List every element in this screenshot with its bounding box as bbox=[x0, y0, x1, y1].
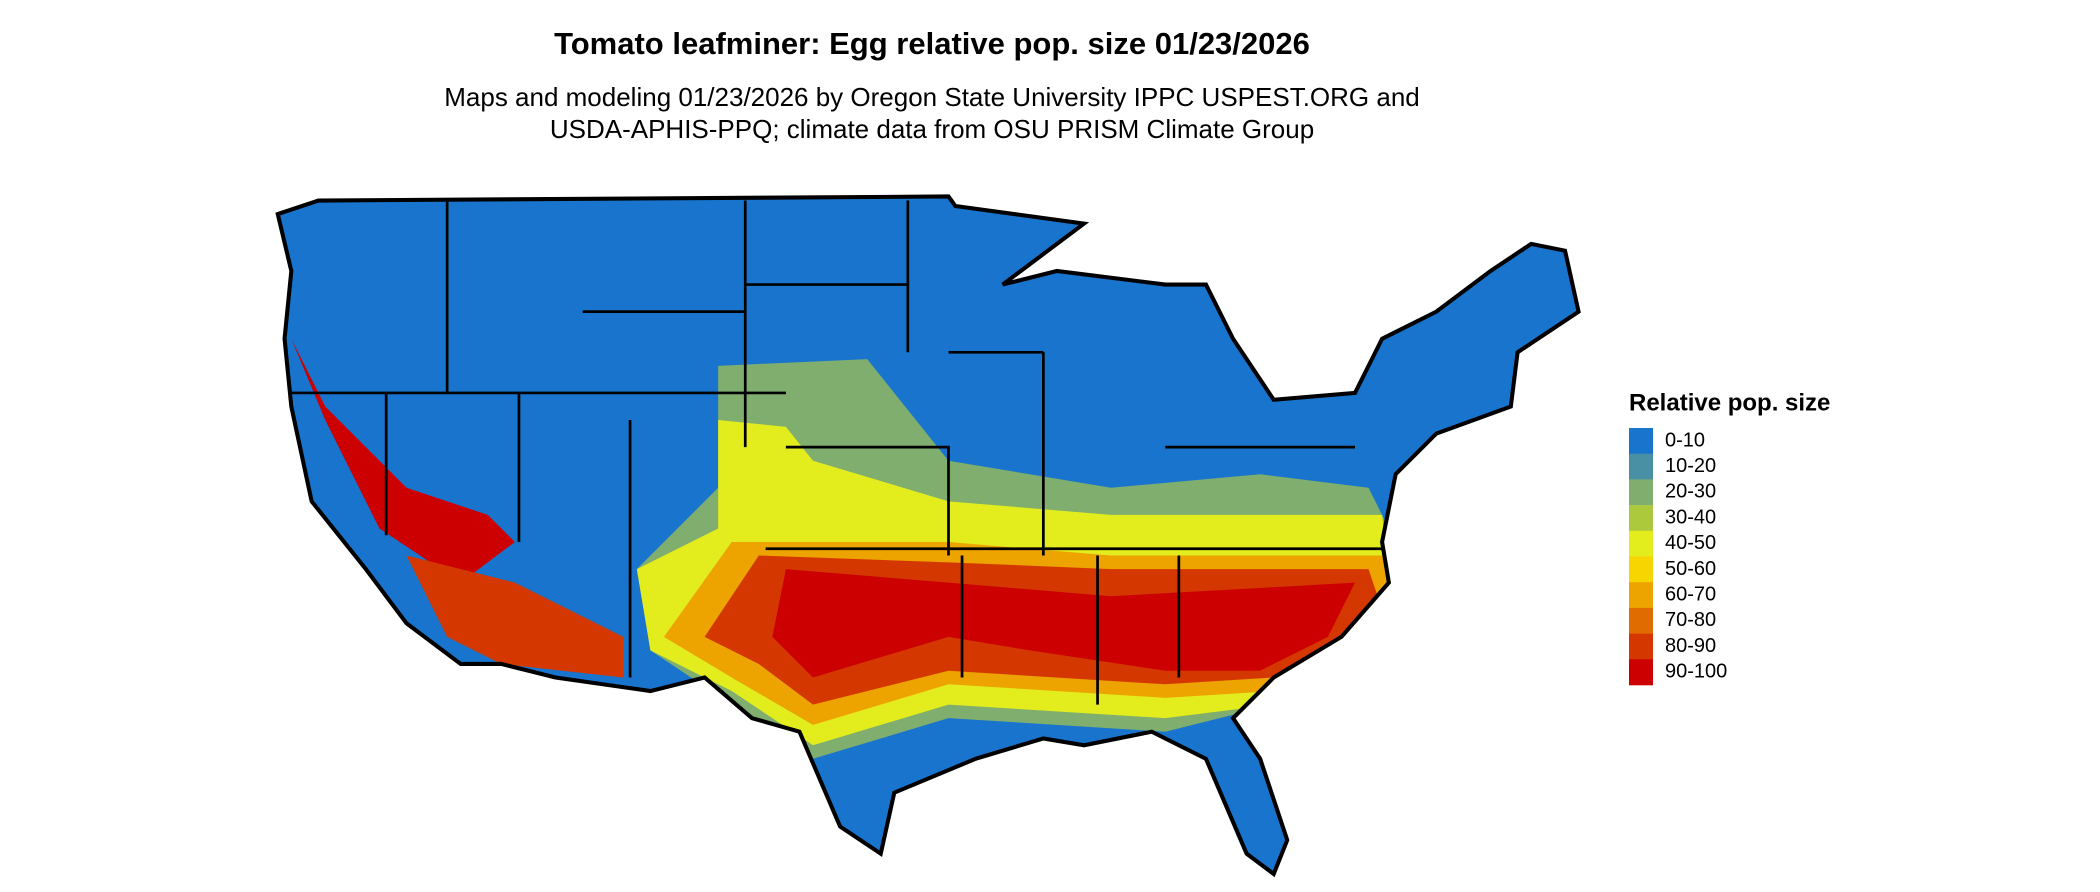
legend-label: 70-80 bbox=[1665, 609, 1716, 631]
legend-label: 90-100 bbox=[1665, 661, 1727, 683]
us-map bbox=[275, 194, 1581, 878]
legend-label: 0-10 bbox=[1665, 429, 1705, 451]
legend-swatch bbox=[1629, 479, 1653, 506]
legend-swatch bbox=[1629, 582, 1653, 609]
legend-swatch bbox=[1629, 505, 1653, 532]
legend-swatch bbox=[1629, 556, 1653, 583]
legend-swatch bbox=[1629, 428, 1653, 454]
map-subtitle: USDA-APHIS-PPQ; climate data from OSU PR… bbox=[550, 114, 1314, 144]
map-title: Tomato leafminer: Egg relative pop. size… bbox=[554, 26, 1310, 61]
legend-swatch bbox=[1629, 633, 1653, 660]
map-subtitle: Maps and modeling 01/23/2026 by Oregon S… bbox=[444, 82, 1420, 112]
legend-label: 20-30 bbox=[1665, 481, 1716, 503]
legend-label: 60-70 bbox=[1665, 583, 1716, 605]
legend-swatch bbox=[1629, 453, 1653, 480]
legend-swatch bbox=[1629, 607, 1653, 634]
legend-swatch bbox=[1629, 530, 1653, 557]
legend-title: Relative pop. size bbox=[1629, 389, 1830, 416]
legend-label: 30-40 bbox=[1665, 506, 1716, 528]
legend-label: 50-60 bbox=[1665, 558, 1716, 580]
legend-label: 80-90 bbox=[1665, 635, 1716, 657]
legend-swatch bbox=[1629, 659, 1653, 686]
legend: 0-10 10-20 20-30 30-40 40-50 50-60 60-70 70-80 8… bbox=[1629, 428, 1727, 686]
legend-label: 40-50 bbox=[1665, 532, 1716, 554]
legend-label: 10-20 bbox=[1665, 455, 1716, 477]
